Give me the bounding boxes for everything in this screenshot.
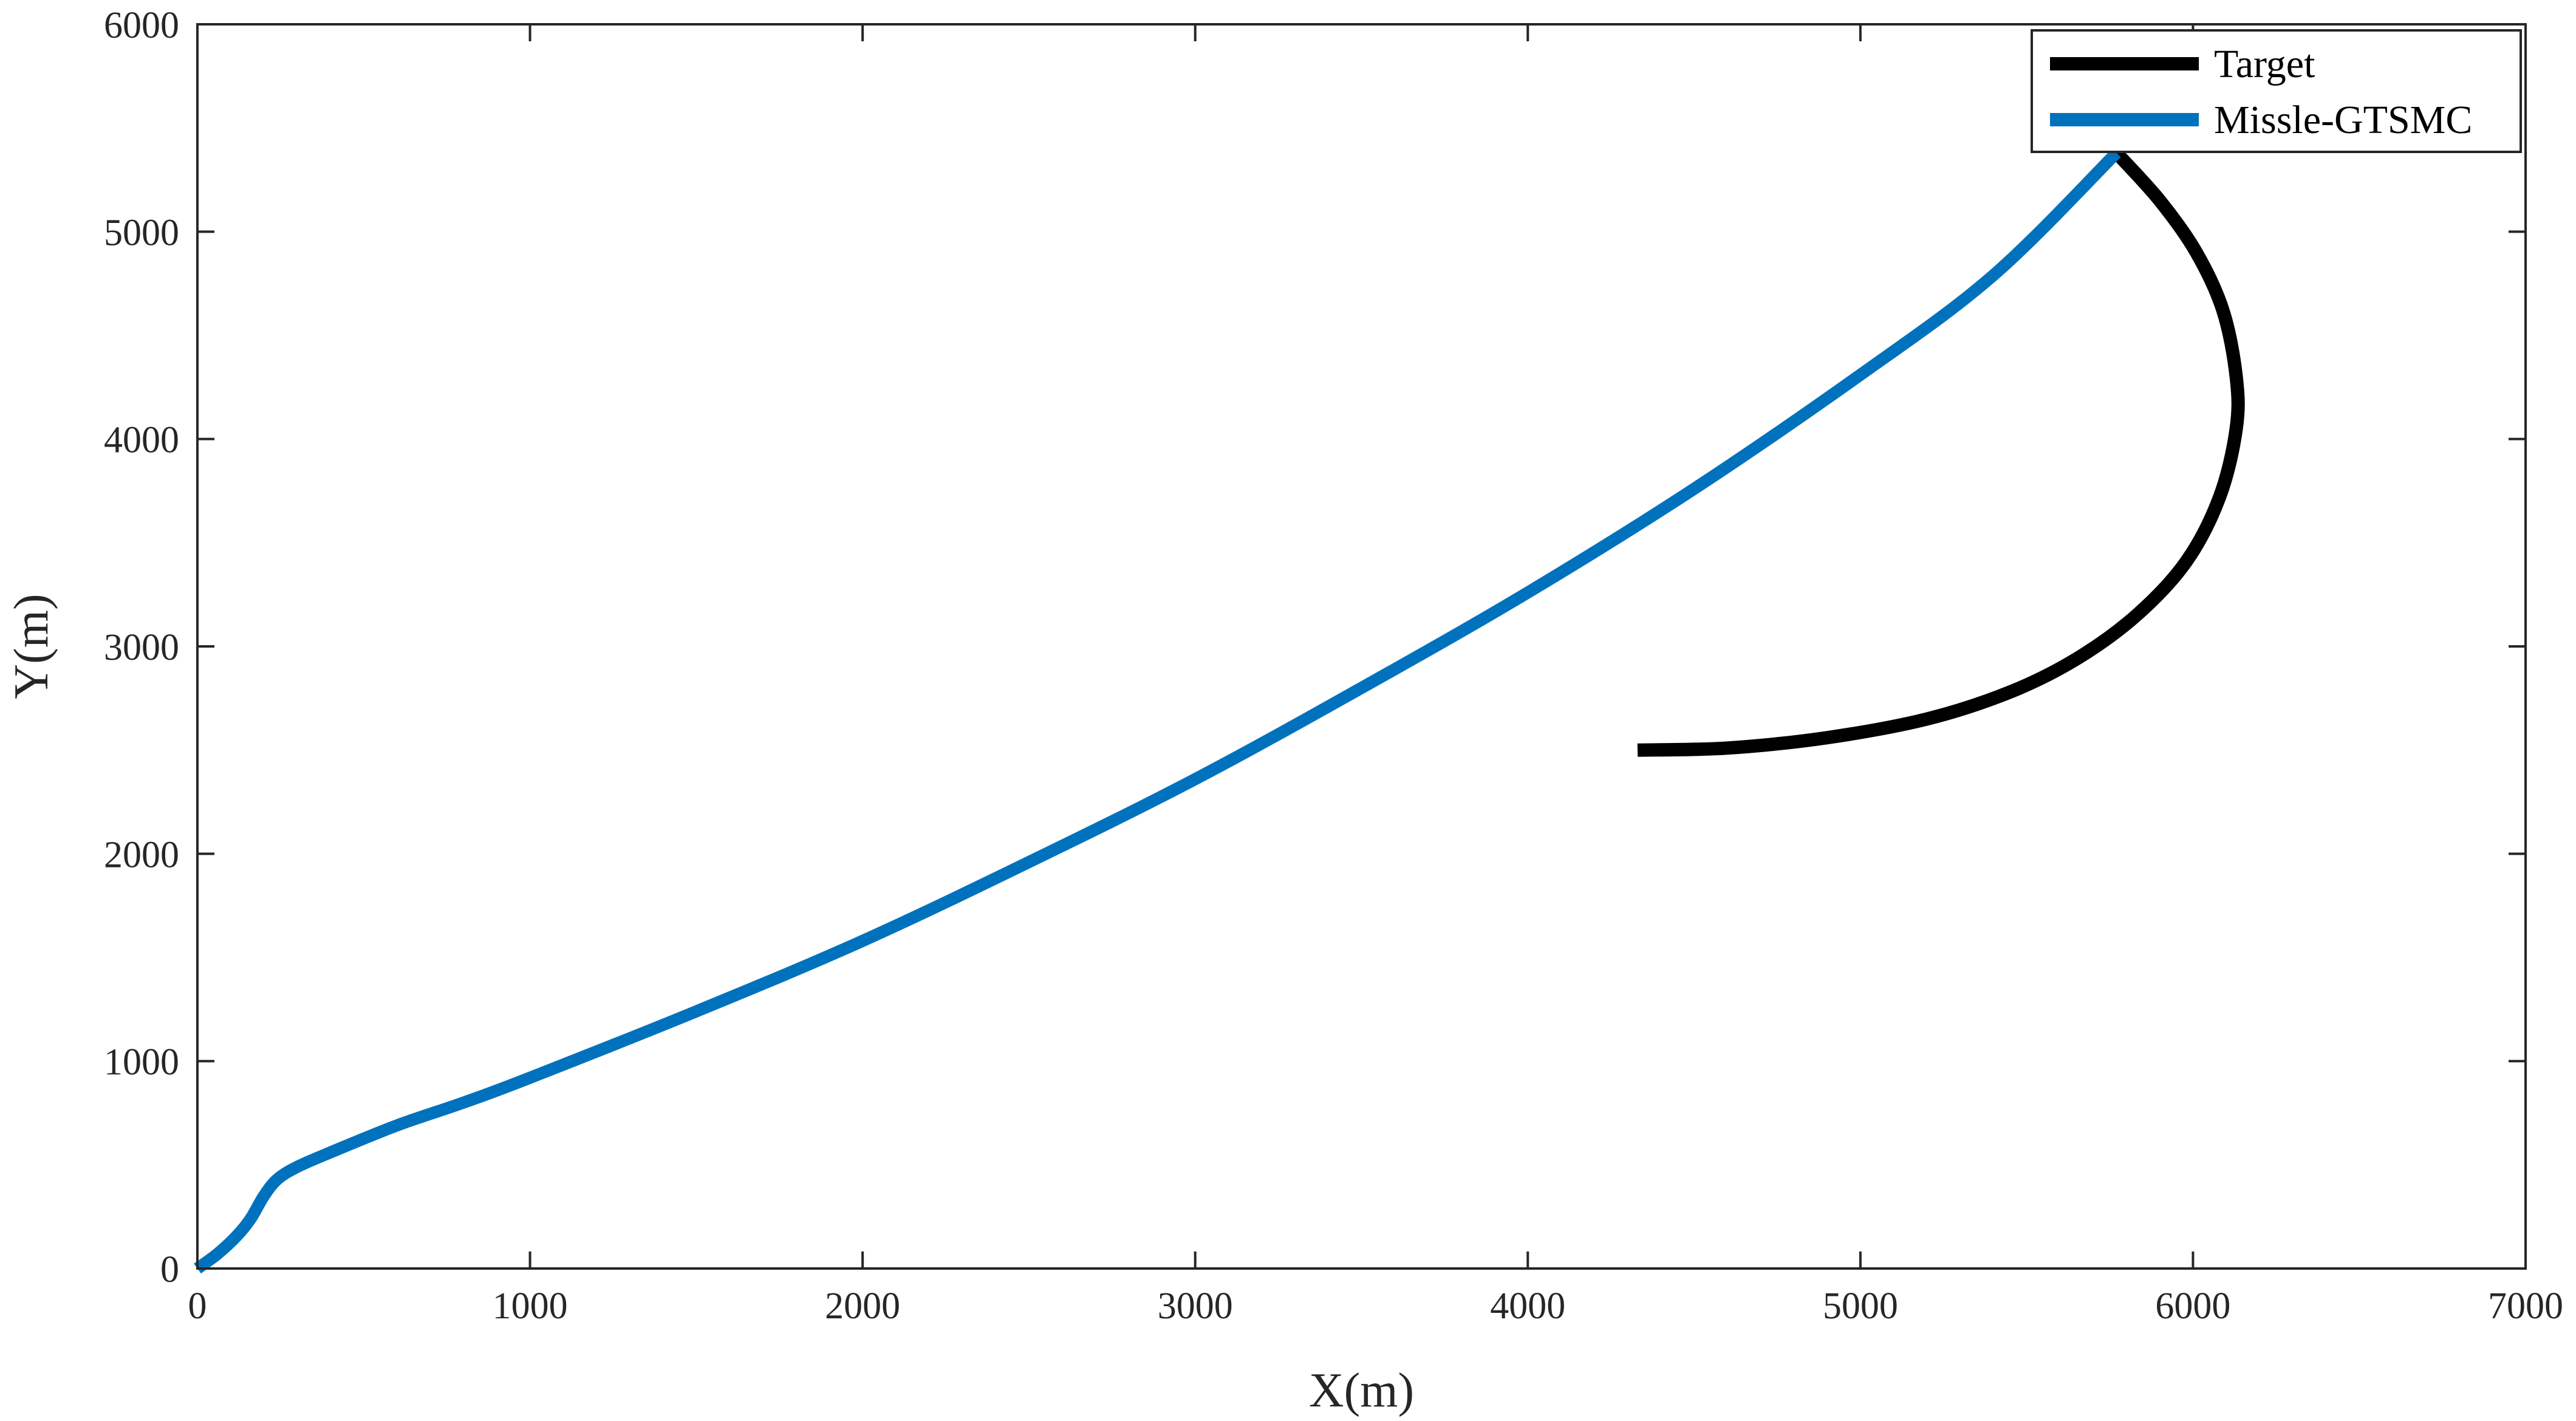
y-tick-label: 1000 — [104, 1042, 179, 1083]
legend-label-missle-gtsmc: Missle-GTSMC — [2214, 98, 2472, 142]
y-axis-label: Y(m) — [5, 594, 58, 699]
y-tick-label: 5000 — [104, 212, 179, 253]
x-tick-label: 5000 — [1823, 1286, 1898, 1327]
y-tick-label: 4000 — [104, 420, 179, 461]
axes-box — [196, 23, 2527, 1270]
legend-box — [2031, 29, 2522, 153]
series-line-target — [1637, 148, 2245, 757]
x-tick-label: 1000 — [493, 1286, 568, 1327]
y-tick-label: 0 — [160, 1249, 179, 1290]
y-tick-label: 3000 — [104, 627, 179, 668]
x-tick-label: 3000 — [1158, 1286, 1233, 1327]
y-tick-label: 6000 — [104, 5, 179, 46]
x-tick-label: 4000 — [1490, 1286, 1565, 1327]
x-tick-label: 2000 — [825, 1286, 900, 1327]
legend-label-target: Target — [2214, 42, 2315, 86]
series-line-missle-gtsmc — [194, 148, 2121, 1274]
legend: Target Missle-GTSMC — [2031, 29, 2522, 153]
x-axis-label: X(m) — [1309, 1364, 1414, 1417]
y-tick-label: 2000 — [104, 834, 179, 875]
x-tick-label: 6000 — [2155, 1286, 2230, 1327]
x-tick-label: 0 — [188, 1286, 207, 1327]
series-layer — [194, 148, 2245, 1274]
tick-labels: 0 1000 2000 3000 4000 5000 6000 7000 0 1000 2000 30… — [104, 5, 2563, 1327]
x-tick-label: 7000 — [2488, 1286, 2563, 1327]
ticks-layer — [196, 23, 2527, 1270]
